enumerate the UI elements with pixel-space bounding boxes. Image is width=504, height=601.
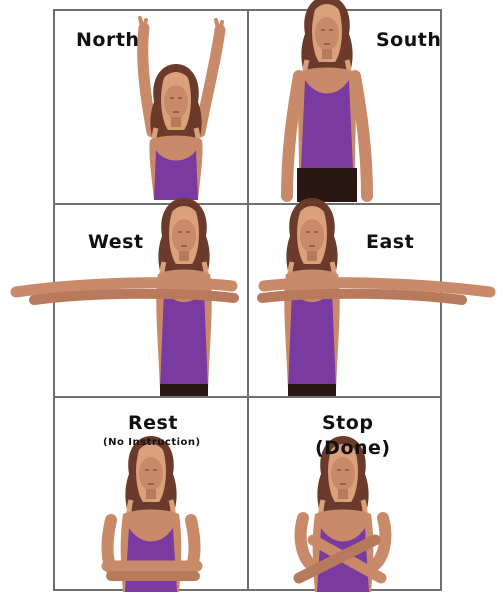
stop-label: Stop — [322, 412, 374, 434]
north-label: North — [76, 29, 140, 51]
east-figure — [257, 198, 496, 396]
rest-sublabel: (No Instruction) — [103, 437, 201, 448]
grid-row-divider-2 — [53, 396, 442, 398]
grid-center-divider — [247, 9, 249, 591]
west-figure — [10, 198, 239, 396]
west-label: West — [88, 231, 144, 253]
grid-row-divider-1 — [53, 203, 442, 205]
south-label: South — [376, 29, 442, 51]
north-figure — [137, 16, 226, 200]
stop-figure — [293, 436, 392, 592]
stop-sublabel: (Done) — [315, 437, 391, 459]
east-label: East — [366, 231, 415, 253]
rest-label: Rest — [128, 412, 178, 434]
rest-figure — [101, 436, 203, 592]
south-figure — [281, 0, 373, 202]
